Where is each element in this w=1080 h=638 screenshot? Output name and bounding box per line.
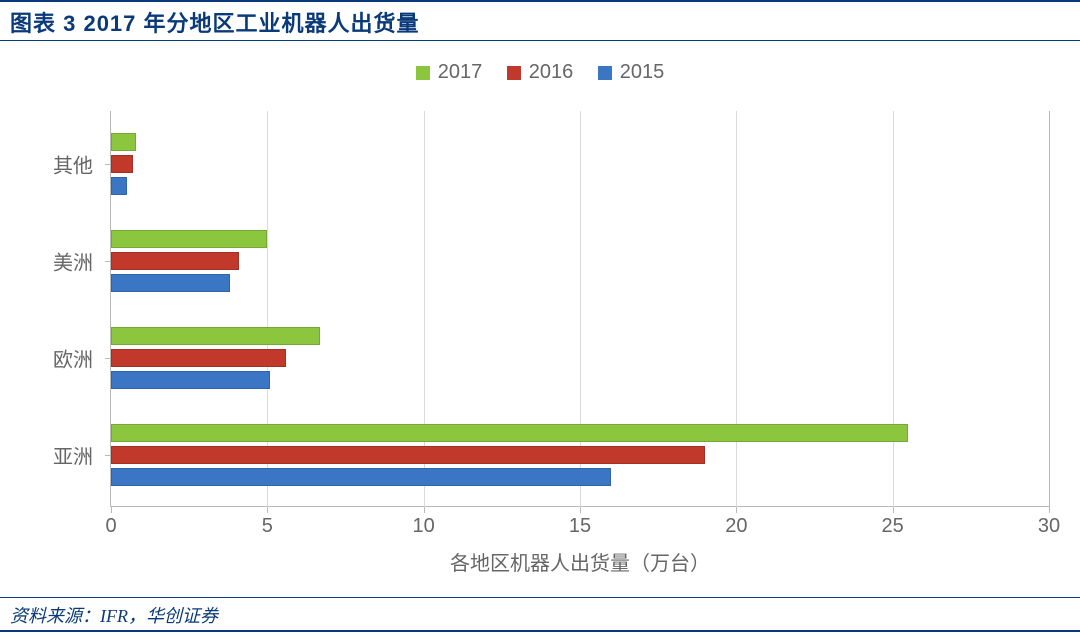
x-tick-mark — [1049, 507, 1050, 513]
legend-swatch-2016 — [507, 66, 521, 80]
legend: 2017 2016 2015 — [0, 61, 1080, 85]
x-tick-mark — [893, 507, 894, 513]
category-label: 美洲 — [53, 247, 93, 276]
bar — [111, 349, 286, 367]
chart-area: 2017 2016 2015 各地区机器人出货量（万台） 0 5 10 15 20 25 3… — [0, 41, 1080, 597]
bar — [111, 274, 230, 292]
x-tick-label: 15 — [569, 515, 591, 538]
category-group: 美洲 — [111, 230, 1049, 292]
bar — [111, 327, 320, 345]
category-label: 欧洲 — [53, 344, 93, 373]
bar — [111, 371, 270, 389]
x-tick-mark — [424, 507, 425, 513]
legend-item-2016: 2016 — [507, 61, 574, 84]
bar — [111, 230, 267, 248]
legend-swatch-2015 — [598, 66, 612, 80]
plot-region: 各地区机器人出货量（万台） 051015202530其他美洲欧洲亚洲 — [110, 111, 1050, 507]
category-group: 欧洲 — [111, 327, 1049, 389]
x-tick-label: 25 — [882, 515, 904, 538]
legend-label-2016: 2016 — [529, 61, 574, 84]
legend-label-2017: 2017 — [438, 61, 483, 84]
bar — [111, 424, 908, 442]
legend-item-2015: 2015 — [598, 61, 665, 84]
x-tick-mark — [267, 507, 268, 513]
bar — [111, 446, 705, 464]
source-citation: 资料来源：IFR，华创证券 — [0, 597, 1080, 632]
bar — [111, 468, 611, 486]
x-tick-mark — [736, 507, 737, 513]
chart-title: 图表 3 2017 年分地区工业机器人出货量 — [0, 0, 1080, 41]
x-tick-mark — [111, 507, 112, 513]
category-label: 其他 — [53, 150, 93, 179]
x-tick-label: 0 — [105, 515, 116, 538]
bar — [111, 177, 127, 195]
category-group: 亚洲 — [111, 424, 1049, 486]
bar — [111, 133, 136, 151]
x-tick-label: 5 — [262, 515, 273, 538]
x-tick-label: 20 — [725, 515, 747, 538]
bar — [111, 155, 133, 173]
chart-frame: 图表 3 2017 年分地区工业机器人出货量 2017 2016 2015 各地… — [0, 0, 1080, 638]
x-axis-title: 各地区机器人出货量（万台） — [450, 547, 710, 576]
x-tick-mark — [580, 507, 581, 513]
legend-swatch-2017 — [416, 66, 430, 80]
category-label: 亚洲 — [53, 441, 93, 470]
legend-item-2017: 2017 — [416, 61, 483, 84]
legend-label-2015: 2015 — [620, 61, 665, 84]
x-tick-label: 10 — [413, 515, 435, 538]
bar — [111, 252, 239, 270]
x-tick-label: 30 — [1038, 515, 1060, 538]
category-group: 其他 — [111, 133, 1049, 195]
